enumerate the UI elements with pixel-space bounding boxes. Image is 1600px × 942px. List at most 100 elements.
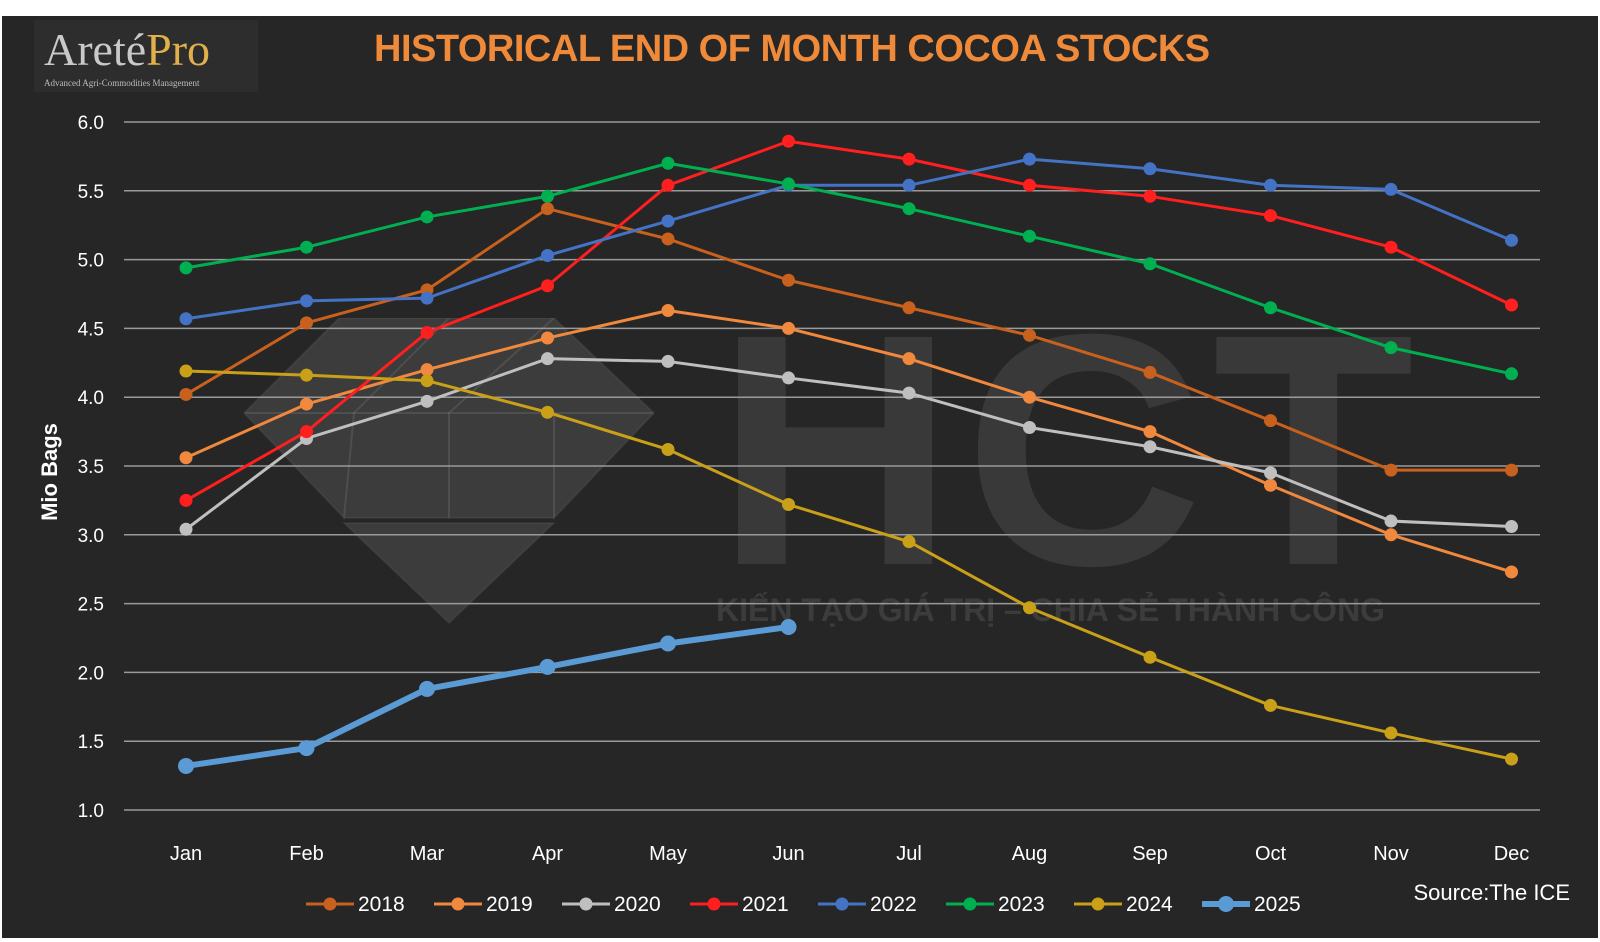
data-point — [782, 177, 795, 191]
y-tick-label: 4.5 — [78, 319, 104, 340]
data-point — [179, 364, 193, 378]
legend-item-2024: 2024 — [1074, 893, 1173, 916]
x-tick-label: Apr — [532, 843, 563, 865]
data-point — [300, 425, 313, 439]
data-point — [1023, 152, 1036, 166]
data-point — [782, 134, 795, 148]
series-lines — [178, 134, 1518, 774]
x-tick-label: Sep — [1132, 843, 1168, 865]
data-point — [420, 363, 434, 377]
data-point — [660, 635, 676, 652]
y-tick-label: 5.5 — [78, 182, 104, 203]
data-point — [1264, 466, 1277, 480]
series-2024 — [179, 364, 1518, 766]
legend-label: 2024 — [1126, 893, 1173, 916]
series-line-2022 — [184, 157, 1513, 321]
legend-label: 2025 — [1254, 893, 1301, 916]
y-tick-labels: 1.0 1.5 2.0 2.5 3.0 3.5 4.0 4.5 5.0 5.5 6.0 — [78, 113, 104, 822]
legend-label: 2019 — [486, 893, 533, 916]
data-point — [1505, 520, 1518, 534]
data-point — [541, 352, 554, 366]
data-point — [782, 273, 795, 287]
data-point — [661, 304, 675, 318]
logo-name: AretéPro — [44, 26, 210, 74]
x-tick-label: Aug — [1012, 843, 1048, 865]
legend-label: 2022 — [870, 893, 917, 916]
x-tick-labels: Jan Feb Mar Apr May Jun Jul Aug Sep Oct Nov Dec — [170, 843, 1529, 865]
series-line-2025 — [183, 623, 792, 769]
data-point — [1384, 240, 1398, 254]
data-point — [1264, 178, 1277, 192]
data-point — [1505, 752, 1518, 766]
x-tick-label: Nov — [1373, 843, 1409, 865]
data-point — [1023, 601, 1036, 615]
data-point — [661, 442, 675, 456]
data-point — [661, 232, 675, 246]
y-tick-label: 3.5 — [78, 457, 104, 478]
x-tick-label: Mar — [410, 843, 445, 865]
legend-label: 2023 — [998, 893, 1045, 916]
data-point — [541, 248, 554, 262]
data-point — [300, 240, 313, 254]
data-point — [179, 493, 193, 507]
y-tick-label: 1.0 — [78, 801, 104, 822]
legend-item-2022: 2022 — [818, 893, 917, 916]
data-point — [1023, 229, 1036, 243]
series-line-2020 — [184, 357, 1513, 531]
data-point — [1264, 301, 1277, 315]
legend: 2018 2019 2020 2021 2022 2023 2024 2025 — [306, 893, 1301, 916]
chart-frame — [2, 16, 1598, 938]
y-tick-label: 5.0 — [78, 251, 104, 272]
y-tick-label: 2.5 — [78, 595, 104, 616]
legend-swatch-marker — [451, 897, 465, 911]
data-point — [1143, 650, 1157, 664]
data-point — [1505, 233, 1518, 247]
logo-name-main: Areté — [44, 24, 147, 75]
data-point — [541, 189, 554, 203]
logo-tagline: Advanced Agri-Commodities Management — [44, 78, 200, 88]
y-tick-label: 1.5 — [78, 732, 104, 753]
data-point — [782, 498, 795, 512]
legend-swatch-marker — [835, 897, 849, 911]
data-point — [782, 321, 795, 335]
data-point — [1505, 463, 1518, 477]
y-tick-label: 4.0 — [78, 388, 104, 409]
x-tick-label: Oct — [1255, 843, 1287, 865]
logo-name-pro: Pro — [146, 24, 211, 75]
data-point — [541, 331, 554, 345]
series-2019 — [179, 304, 1518, 579]
data-point — [1264, 209, 1277, 223]
data-point — [419, 680, 435, 697]
data-point — [179, 451, 193, 465]
data-point — [420, 210, 434, 224]
legend-item-2020: 2020 — [562, 893, 661, 916]
series-2023 — [179, 156, 1518, 381]
data-point — [1143, 162, 1157, 176]
source-note: Source:The ICE — [1413, 880, 1570, 905]
legend-item-2025: 2025 — [1202, 893, 1301, 916]
series-line-2018 — [184, 207, 1513, 472]
data-point — [1023, 390, 1036, 404]
series-2020 — [179, 352, 1518, 536]
legend-item-2023: 2023 — [946, 893, 1045, 916]
data-point — [1023, 328, 1036, 342]
legend-label: 2021 — [742, 893, 789, 916]
x-tick-label: Jun — [772, 843, 804, 865]
data-point — [420, 374, 434, 388]
data-point — [179, 522, 193, 536]
data-point — [300, 316, 313, 330]
legend-swatch-marker — [1091, 897, 1105, 911]
grid-lines — [124, 121, 1540, 811]
data-point — [420, 394, 434, 408]
data-point — [1505, 367, 1518, 381]
data-point — [902, 535, 916, 549]
x-tick-label: Jan — [170, 843, 202, 865]
legend-item-2019: 2019 — [434, 893, 533, 916]
data-point — [902, 352, 916, 366]
legend-label: 2018 — [358, 893, 405, 916]
legend-item-2021: 2021 — [690, 893, 789, 916]
data-point — [661, 156, 675, 170]
data-point — [1264, 698, 1277, 712]
data-point — [420, 326, 434, 340]
